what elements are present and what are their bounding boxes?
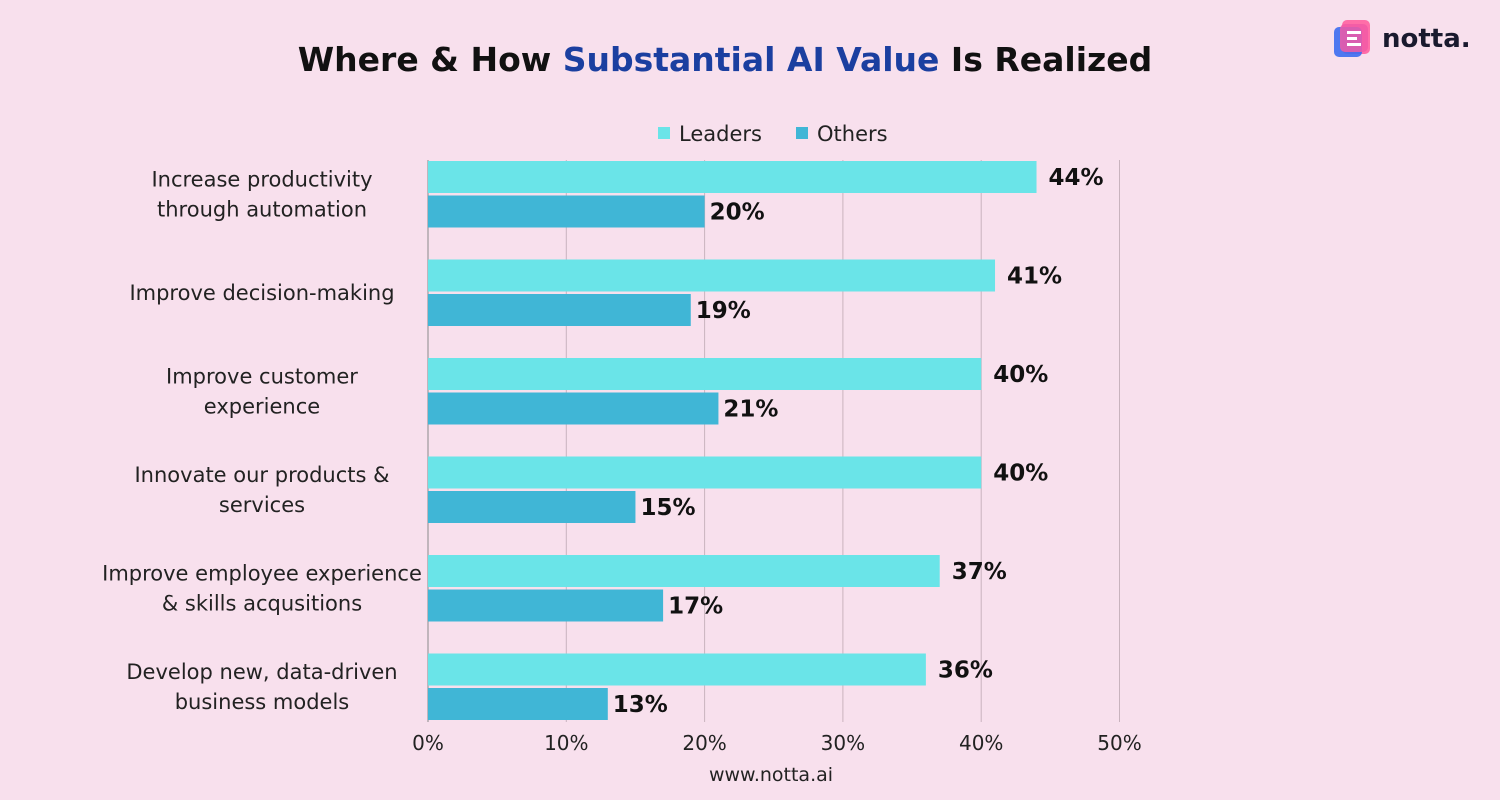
- gridlines: [427, 160, 1120, 722]
- title-highlight: Substantial AI Value: [563, 40, 940, 79]
- bars: [428, 161, 1037, 720]
- data-label: 21%: [723, 397, 778, 423]
- category-label: & skills acqusitions: [162, 591, 362, 615]
- legend-swatch-others: [796, 127, 808, 139]
- x-tick-label: 40%: [959, 731, 1003, 755]
- data-label: 17%: [668, 594, 723, 620]
- bar-others: [428, 195, 705, 228]
- data-label: 40%: [993, 362, 1048, 388]
- brand-logo: notta.: [1334, 20, 1471, 57]
- data-label: 13%: [613, 692, 668, 718]
- legend-label-leaders: Leaders: [679, 122, 762, 146]
- data-label: 15%: [640, 495, 695, 521]
- data-label: 44%: [1049, 165, 1104, 191]
- data-label: 40%: [993, 461, 1048, 487]
- data-label: 36%: [938, 658, 993, 684]
- x-tick-label: 50%: [1097, 731, 1141, 755]
- category-label: through automation: [157, 197, 367, 221]
- bar-leaders: [428, 358, 982, 390]
- bar-leaders: [428, 456, 982, 489]
- category-label: business models: [175, 690, 350, 714]
- bar-others: [428, 294, 691, 326]
- category-label: Develop new, data-driven: [126, 660, 397, 684]
- category-label: experience: [204, 394, 320, 418]
- notta-logo-icon: [1334, 20, 1370, 57]
- data-label: 41%: [1007, 264, 1062, 290]
- legend-label-others: Others: [817, 122, 888, 146]
- category-label: Innovate our products &: [134, 463, 389, 487]
- chart-title: Where & How Substantial AI Value Is Real…: [298, 40, 1152, 79]
- category-label: Improve customer: [166, 364, 358, 388]
- legend: Leaders Others: [658, 122, 888, 146]
- bar-leaders: [428, 161, 1037, 193]
- bar-leaders: [428, 555, 940, 587]
- category-label: Improve employee experience: [102, 561, 422, 585]
- x-tick-label: 10%: [544, 731, 588, 755]
- title-suffix: Is Realized: [939, 40, 1152, 79]
- x-tick-label: 0%: [412, 731, 444, 755]
- bar-others: [428, 589, 664, 622]
- bar-leaders: [428, 259, 996, 292]
- bar-others: [428, 392, 719, 425]
- bar-others: [428, 688, 608, 720]
- legend-swatch-leaders: [658, 127, 670, 139]
- data-label: 20%: [710, 200, 765, 226]
- bar-leaders: [428, 653, 926, 686]
- category-label: Increase productivity: [151, 167, 372, 191]
- title-prefix: Where & How: [298, 40, 563, 79]
- data-label: 19%: [696, 298, 751, 324]
- data-label: 37%: [952, 559, 1007, 585]
- x-tick-label: 30%: [821, 731, 865, 755]
- footer-url[interactable]: www.notta.ai: [709, 764, 833, 786]
- category-label: services: [219, 493, 305, 517]
- brand-name: notta.: [1382, 24, 1471, 54]
- category-label: Improve decision-making: [129, 281, 394, 305]
- bar-others: [428, 491, 636, 523]
- labels: 0% 10% 20% 30% 40% 50% 44% 20% Increase producti…: [102, 165, 1142, 755]
- x-tick-label: 20%: [682, 731, 726, 755]
